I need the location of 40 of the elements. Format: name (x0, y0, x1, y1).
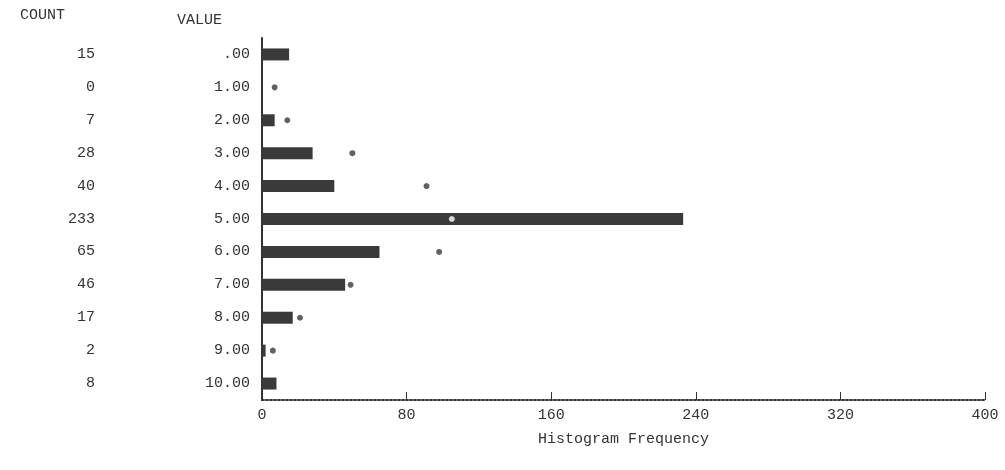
y-tick-label: 2.00 (213, 111, 250, 129)
data-label: 46 (76, 276, 95, 294)
data-label: 40 (76, 177, 95, 195)
y-tick-label: .00 (222, 45, 250, 63)
point (436, 248, 443, 255)
y-axis-title: VALUE (176, 12, 222, 29)
data-label: 8 (85, 375, 95, 393)
data-label: 233 (67, 210, 95, 228)
x-tick-label: 240 (682, 407, 710, 424)
x-tick-label: 400 (971, 407, 999, 424)
y-tick-label: 3.00 (213, 144, 250, 162)
point (271, 84, 278, 91)
y-tick-label: 5.00 (213, 210, 250, 228)
x-tick-label: 320 (826, 407, 854, 424)
data-label: 7 (85, 111, 95, 129)
data-label: 17 (76, 309, 95, 327)
y-tick-label: 6.00 (213, 243, 250, 261)
data-label: 65 (76, 243, 95, 261)
data-label: 2 (85, 342, 95, 360)
point (296, 314, 303, 321)
data-label: 0 (85, 78, 95, 96)
data-label: 15 (76, 45, 95, 63)
y-tick-label: 7.00 (213, 276, 250, 294)
y-tick-label: 10.00 (204, 375, 250, 393)
y-tick-label: 9.00 (213, 342, 250, 360)
point (423, 183, 430, 190)
x-tick-label: 160 (537, 407, 565, 424)
x-tick-label: 80 (397, 407, 416, 424)
point (269, 347, 276, 354)
x-axis-title: Histogram Frequency (537, 431, 710, 448)
point (349, 150, 356, 157)
point (347, 281, 354, 288)
y-tick-label: 1.00 (213, 78, 250, 96)
y-tick-label: 8.00 (213, 309, 250, 327)
text: COUNT (20, 7, 66, 24)
point (448, 216, 455, 222)
data-label: 28 (76, 144, 95, 162)
x-tick-label: 0 (257, 407, 267, 424)
point (284, 117, 291, 124)
y-tick-label: 4.00 (213, 177, 250, 195)
